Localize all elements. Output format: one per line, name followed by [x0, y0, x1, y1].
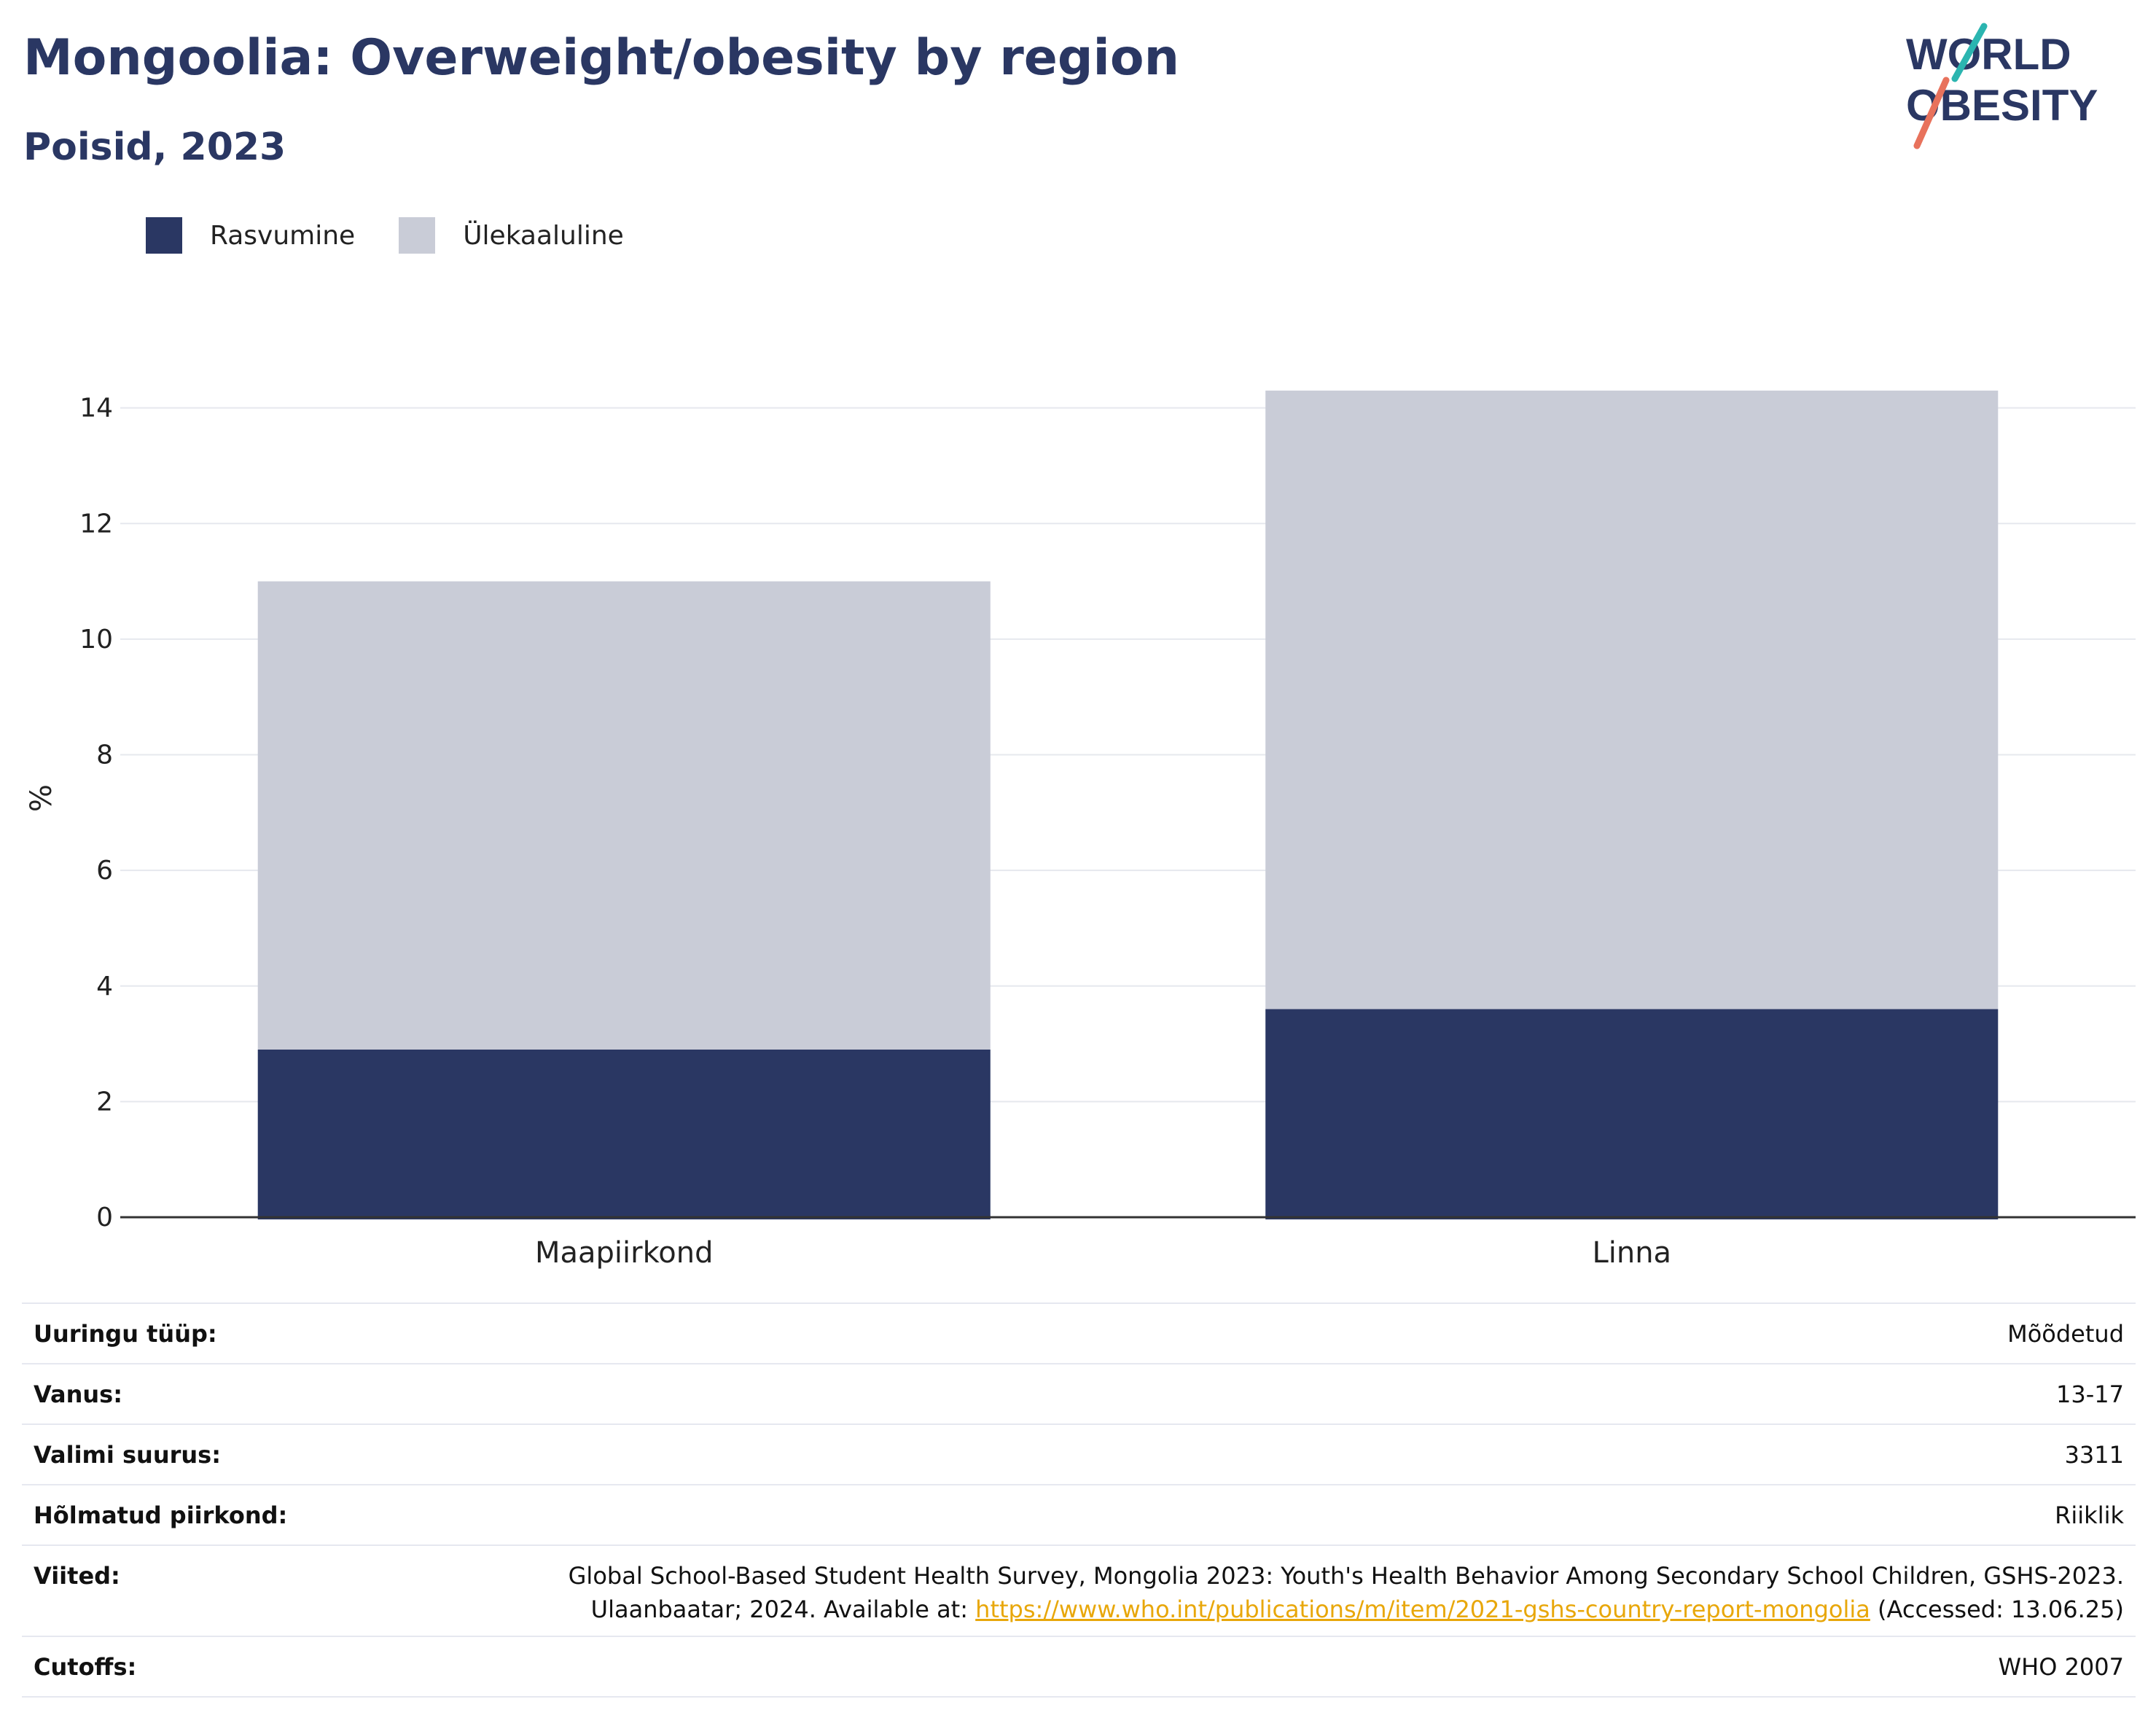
legend-swatch-obesity [146, 217, 182, 254]
info-value: Riiklik [337, 1484, 2136, 1545]
info-row-age: Vanus: 13-17 [22, 1363, 2136, 1424]
legend-item-obesity: Rasvumine [146, 217, 355, 254]
info-table: Uuringu tüüp: Mõõdetud Vanus: 13-17 Vali… [22, 1303, 2136, 1698]
info-row-sample-size: Valimi suurus: 3311 [22, 1423, 2136, 1485]
info-label: Viited: [22, 1544, 338, 1636]
info-value: Mõõdetud [337, 1303, 2136, 1364]
info-label: Cutoffs: [22, 1636, 338, 1698]
bar-overweight [257, 581, 991, 1050]
reference-link[interactable]: https://www.who.int/publications/m/item/… [975, 1596, 1870, 1623]
y-tick-label: 14 [79, 394, 113, 423]
reference-line-1: Global School-Based Student Health Surve… [568, 1562, 2124, 1590]
reference-accessed: (Accessed: 13.06.25) [1870, 1596, 2124, 1623]
info-value: 3311 [337, 1423, 2136, 1485]
legend-item-overweight: Ülekaaluline [399, 217, 624, 254]
world-obesity-logo: WORLD OBESITY [1906, 23, 2098, 149]
info-label: Valimi suurus: [22, 1423, 338, 1485]
y-tick-label: 4 [96, 972, 113, 1001]
reference-line-2: Ulaanbaatar; 2024. Available at: https:/… [349, 1593, 2124, 1626]
info-value: WHO 2007 [337, 1636, 2136, 1698]
reference-prefix: Ulaanbaatar; 2024. Available at: [590, 1596, 976, 1623]
legend: Rasvumine Ülekaaluline [146, 216, 668, 255]
info-label: Uuringu tüüp: [22, 1303, 338, 1364]
y-tick-label: 12 [79, 509, 113, 539]
info-label: Vanus: [22, 1363, 338, 1424]
info-row-area: Hõlmatud piirkond: Riiklik [22, 1484, 2136, 1545]
y-axis-label: % [25, 784, 58, 812]
bar-overweight [1265, 390, 1999, 1009]
legend-swatch-overweight [399, 217, 436, 254]
bar-obesity [1265, 1009, 1999, 1219]
y-tick-label: 6 [96, 856, 113, 886]
y-tick-label: 0 [96, 1203, 113, 1233]
y-tick-label: 2 [96, 1087, 113, 1117]
chart-title: Mongoolia: Overweight/obesity by region [23, 29, 1179, 87]
info-row-cutoffs: Cutoffs: WHO 2007 [22, 1636, 2136, 1698]
info-row-references: Viited: Global School-Based Student Heal… [22, 1544, 2136, 1636]
y-tick-label: 10 [79, 625, 113, 655]
stacked-bar-chart: 0 2 4 6 8 10 12 14% Maapiirkond Linna [25, 390, 2136, 1270]
legend-label-overweight: Ülekaaluline [463, 220, 624, 251]
x-tick-label: Maapiirkond [535, 1236, 714, 1270]
chart-subtitle: Poisid, 2023 [23, 125, 286, 169]
y-tick-label: 8 [96, 741, 113, 770]
info-value: 13-17 [337, 1363, 2136, 1424]
info-label: Hõlmatud piirkond: [22, 1484, 338, 1545]
svg-text:WORLD: WORLD [1906, 30, 2071, 79]
legend-label-obesity: Rasvumine [210, 220, 356, 251]
x-tick-label: Linna [1592, 1236, 1671, 1270]
bar-obesity [257, 1050, 991, 1219]
info-row-survey-type: Uuringu tüüp: Mõõdetud [22, 1303, 2136, 1364]
info-value: Global School-Based Student Health Surve… [337, 1544, 2136, 1636]
